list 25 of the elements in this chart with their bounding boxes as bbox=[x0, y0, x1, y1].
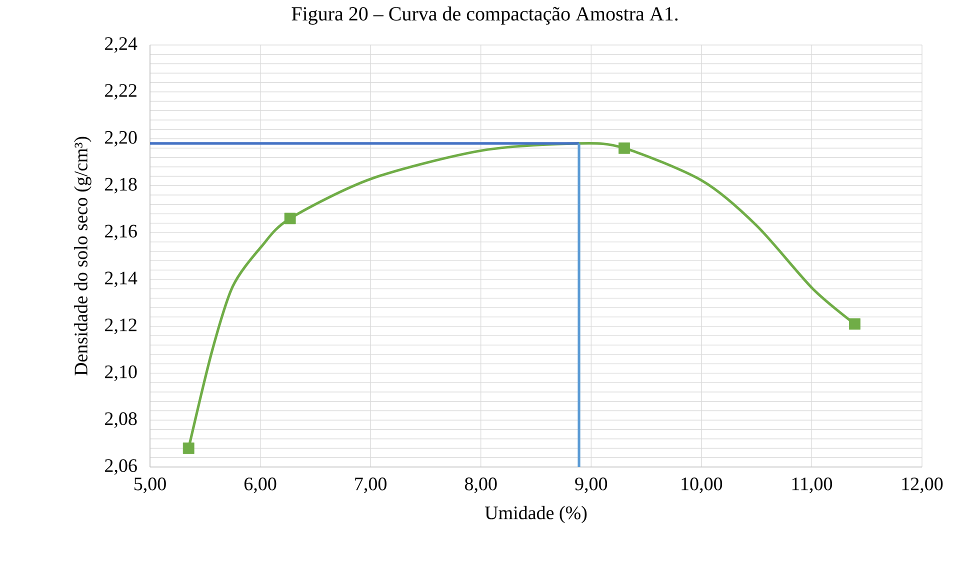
x-tick-label: 7,00 bbox=[355, 478, 386, 494]
x-tick-label: 5,00 bbox=[134, 478, 166, 494]
y-tick-label: 2,22 bbox=[105, 84, 136, 100]
y-tick-label: 2,24 bbox=[105, 37, 138, 53]
x-axis-title: Umidade (%) bbox=[484, 506, 587, 524]
point bbox=[618, 142, 630, 154]
point bbox=[182, 442, 194, 454]
x-tick-label: 11,00 bbox=[792, 478, 832, 494]
y-tick-label: 2,18 bbox=[105, 178, 137, 194]
x-tick-label: 10,00 bbox=[682, 478, 722, 494]
chart-title: Figura 20 – Curva de compactação Amostra A1. bbox=[292, 6, 678, 25]
x-tick-label: 12,00 bbox=[902, 478, 943, 494]
y-tick-label: 2,16 bbox=[105, 224, 137, 240]
y-tick-label: 2,10 bbox=[105, 365, 137, 381]
y-tick-label: 2,12 bbox=[105, 318, 136, 334]
y-tick-label: 2,06 bbox=[105, 459, 137, 475]
point bbox=[849, 318, 860, 330]
x-tick-label: 6,00 bbox=[244, 478, 276, 494]
point bbox=[284, 212, 296, 224]
y-axis-title: Densidade do solo seco (g/cm³) bbox=[74, 136, 92, 376]
x-tick-label: 8,00 bbox=[464, 478, 497, 494]
y-tick-label: 2,08 bbox=[105, 412, 137, 428]
y-tick-label: 2,14 bbox=[105, 272, 138, 288]
x-tick-label: 9,00 bbox=[575, 478, 608, 494]
y-tick-label: 2,20 bbox=[105, 130, 137, 147]
